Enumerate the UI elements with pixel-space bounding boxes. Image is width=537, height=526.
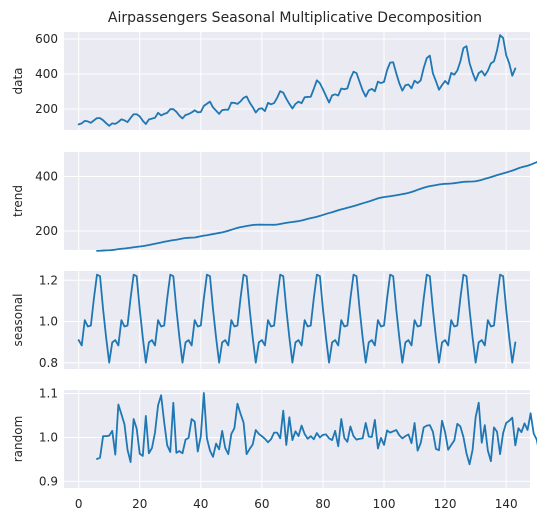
random-y-tick-label: 1.0 (39, 430, 58, 444)
trend-plot-area (64, 152, 530, 250)
data-plot-area (64, 32, 530, 130)
trend-y-tick-label: 200 (35, 224, 58, 238)
x-axis: 0 20 40 60 80 100 120 140 (75, 497, 518, 511)
data-y-tick-label: 400 (35, 67, 58, 81)
trend-y-tick-label: 400 (35, 170, 58, 184)
data-y-tick-label: 600 (35, 32, 58, 46)
seasonal-y-tick-label: 1.2 (39, 273, 58, 287)
data-axis-label: data (11, 67, 25, 94)
random-y-tick-label: 1.1 (39, 387, 58, 401)
data-series-line (77, 34, 517, 127)
random-plot-area (64, 390, 530, 488)
x-tick-label: 20 (132, 497, 147, 511)
trend-series-line (96, 161, 537, 252)
trend-axis-label: trend (11, 185, 25, 217)
x-tick-label: 60 (254, 497, 269, 511)
x-tick-label: 80 (315, 497, 330, 511)
x-tick-label: 120 (434, 497, 457, 511)
x-tick-label: 40 (193, 497, 208, 511)
data-y-tick-label: 200 (35, 102, 58, 116)
panels-group: 200400600data200400trend0.81.01.2seasona… (11, 32, 537, 511)
x-tick-label: 100 (373, 497, 396, 511)
seasonal-y-tick-label: 1.0 (39, 315, 58, 329)
seasonal-y-tick-label: 0.8 (39, 356, 58, 370)
seasonal-series-line (77, 273, 517, 364)
x-tick-label: 140 (495, 497, 518, 511)
x-tick-label: 0 (75, 497, 83, 511)
seasonal-plot-area (64, 271, 530, 369)
panel-trend: 200 400 trend (11, 152, 537, 252)
seasonal-axis-label: seasonal (11, 294, 25, 347)
random-axis-label: random (11, 416, 25, 463)
random-series-line (96, 392, 537, 466)
chart-title: Airpassengers Seasonal Multiplicative De… (108, 10, 482, 26)
random-y-tick-label: 0.9 (39, 474, 58, 488)
panel-data: 200 400 600 data (11, 32, 530, 130)
panel-seasonal: 0.8 1.0 1.2 seasonal (11, 271, 530, 370)
panel-random: 0.9 1.0 1.1 random (11, 387, 537, 488)
